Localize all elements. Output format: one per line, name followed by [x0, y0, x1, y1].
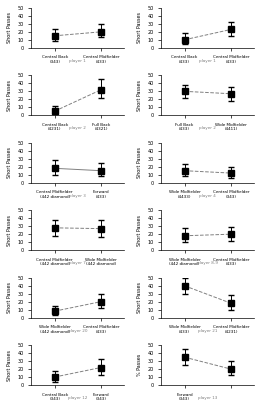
Y-axis label: Short Passes: Short Passes: [7, 282, 12, 313]
Text: player 20: player 20: [68, 328, 88, 332]
Text: player 1: player 1: [69, 59, 86, 63]
Text: player 7: player 7: [69, 261, 86, 265]
Y-axis label: Short Passes: Short Passes: [137, 12, 142, 43]
Text: player 8-9: player 8-9: [197, 261, 218, 265]
Y-axis label: Short Passes: Short Passes: [137, 147, 142, 178]
Text: player 2: player 2: [69, 126, 86, 130]
Y-axis label: % Passes: % Passes: [137, 354, 142, 376]
Y-axis label: Short Passes: Short Passes: [7, 350, 12, 381]
Y-axis label: Short Passes: Short Passes: [7, 215, 12, 246]
Y-axis label: Short Passes: Short Passes: [7, 12, 12, 43]
Y-axis label: Short Passes: Short Passes: [137, 80, 142, 111]
Y-axis label: Short Passes: Short Passes: [137, 282, 142, 313]
Text: player 3: player 3: [69, 194, 86, 198]
Y-axis label: Short Passes: Short Passes: [7, 147, 12, 178]
Text: player 21: player 21: [198, 328, 217, 332]
Y-axis label: Short Passes: Short Passes: [137, 215, 142, 246]
Text: player 1: player 1: [199, 59, 216, 63]
Text: player 4: player 4: [199, 194, 216, 198]
Text: player 12: player 12: [68, 396, 88, 400]
Text: player 2: player 2: [199, 126, 216, 130]
Text: player 13: player 13: [198, 396, 217, 400]
Y-axis label: Short Passes: Short Passes: [7, 80, 12, 111]
